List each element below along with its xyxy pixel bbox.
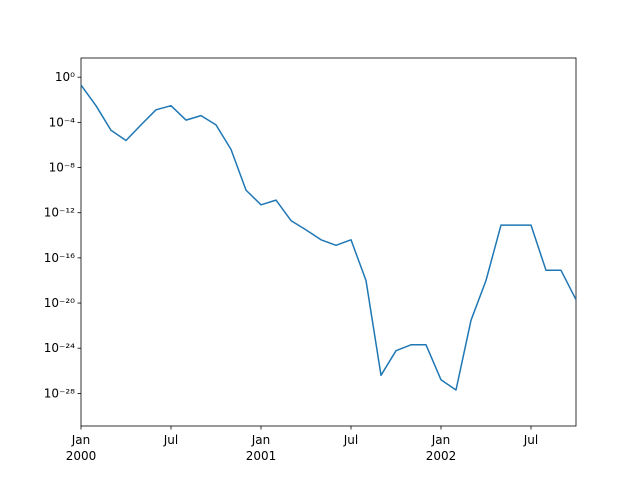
x-tick-label: Jan 2000 xyxy=(66,433,97,463)
x-tick-label: Jul xyxy=(523,433,538,447)
y-tick-label: 10⁻¹² xyxy=(44,206,75,220)
y-tick-label: 10⁻⁴ xyxy=(49,115,76,129)
y-tick-label: 10⁻¹⁶ xyxy=(44,251,75,265)
y-tick-label: 10⁻⁸ xyxy=(49,161,76,175)
x-tick-label: Jul xyxy=(343,433,358,447)
x-tick-label: Jan 2001 xyxy=(246,433,277,463)
y-tick-label: 10⁻²⁸ xyxy=(44,386,75,400)
x-tick-label: Jul xyxy=(163,433,178,447)
y-tick-label: 10⁻²⁰ xyxy=(44,296,75,310)
y-tick-label: 10⁰ xyxy=(55,70,75,84)
data-line xyxy=(80,84,577,391)
axes-frame xyxy=(80,57,577,427)
y-tick-label: 10⁻²⁴ xyxy=(44,341,75,355)
x-tick-label: Jan 2002 xyxy=(426,433,457,463)
